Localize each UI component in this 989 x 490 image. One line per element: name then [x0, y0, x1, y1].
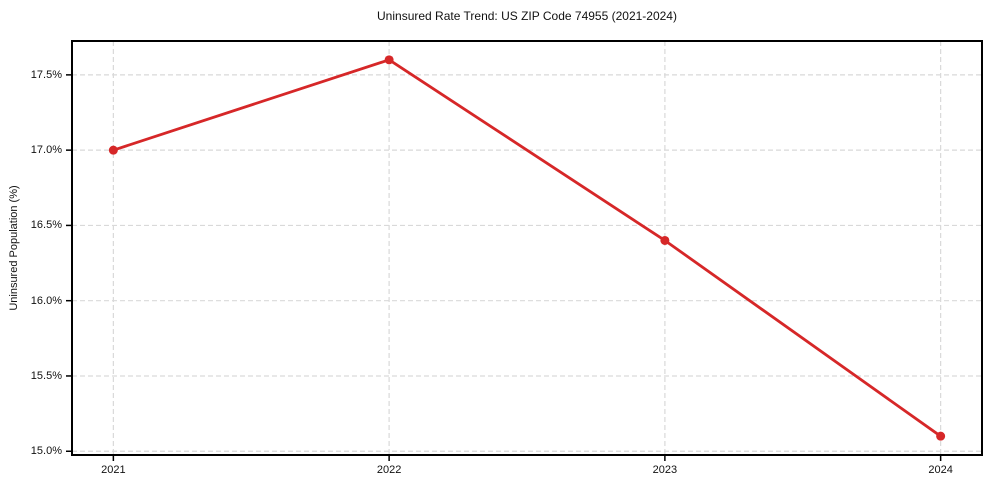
chart-title: Uninsured Rate Trend: US ZIP Code 74955 … [377, 9, 677, 23]
data-point [936, 431, 946, 441]
y-tick-label: 17.0% [30, 144, 62, 157]
y-tick-label: 17.5% [30, 68, 62, 81]
x-tick-label: 2024 [928, 464, 953, 476]
x-tick-label: 2021 [101, 464, 126, 476]
y-tick-label: 15.5% [30, 369, 62, 382]
x-tick-label: 2022 [376, 464, 402, 476]
y-tick-label: 15.0% [30, 445, 62, 458]
y-tick-label: 16.0% [30, 294, 62, 307]
x-tick-label: 2023 [652, 464, 678, 476]
plot-border [71, 40, 983, 456]
trend-line [111, 58, 943, 438]
y-tick-label: 16.5% [30, 219, 62, 232]
data-point [108, 145, 118, 155]
data-point [384, 55, 394, 65]
data-point [660, 235, 670, 245]
